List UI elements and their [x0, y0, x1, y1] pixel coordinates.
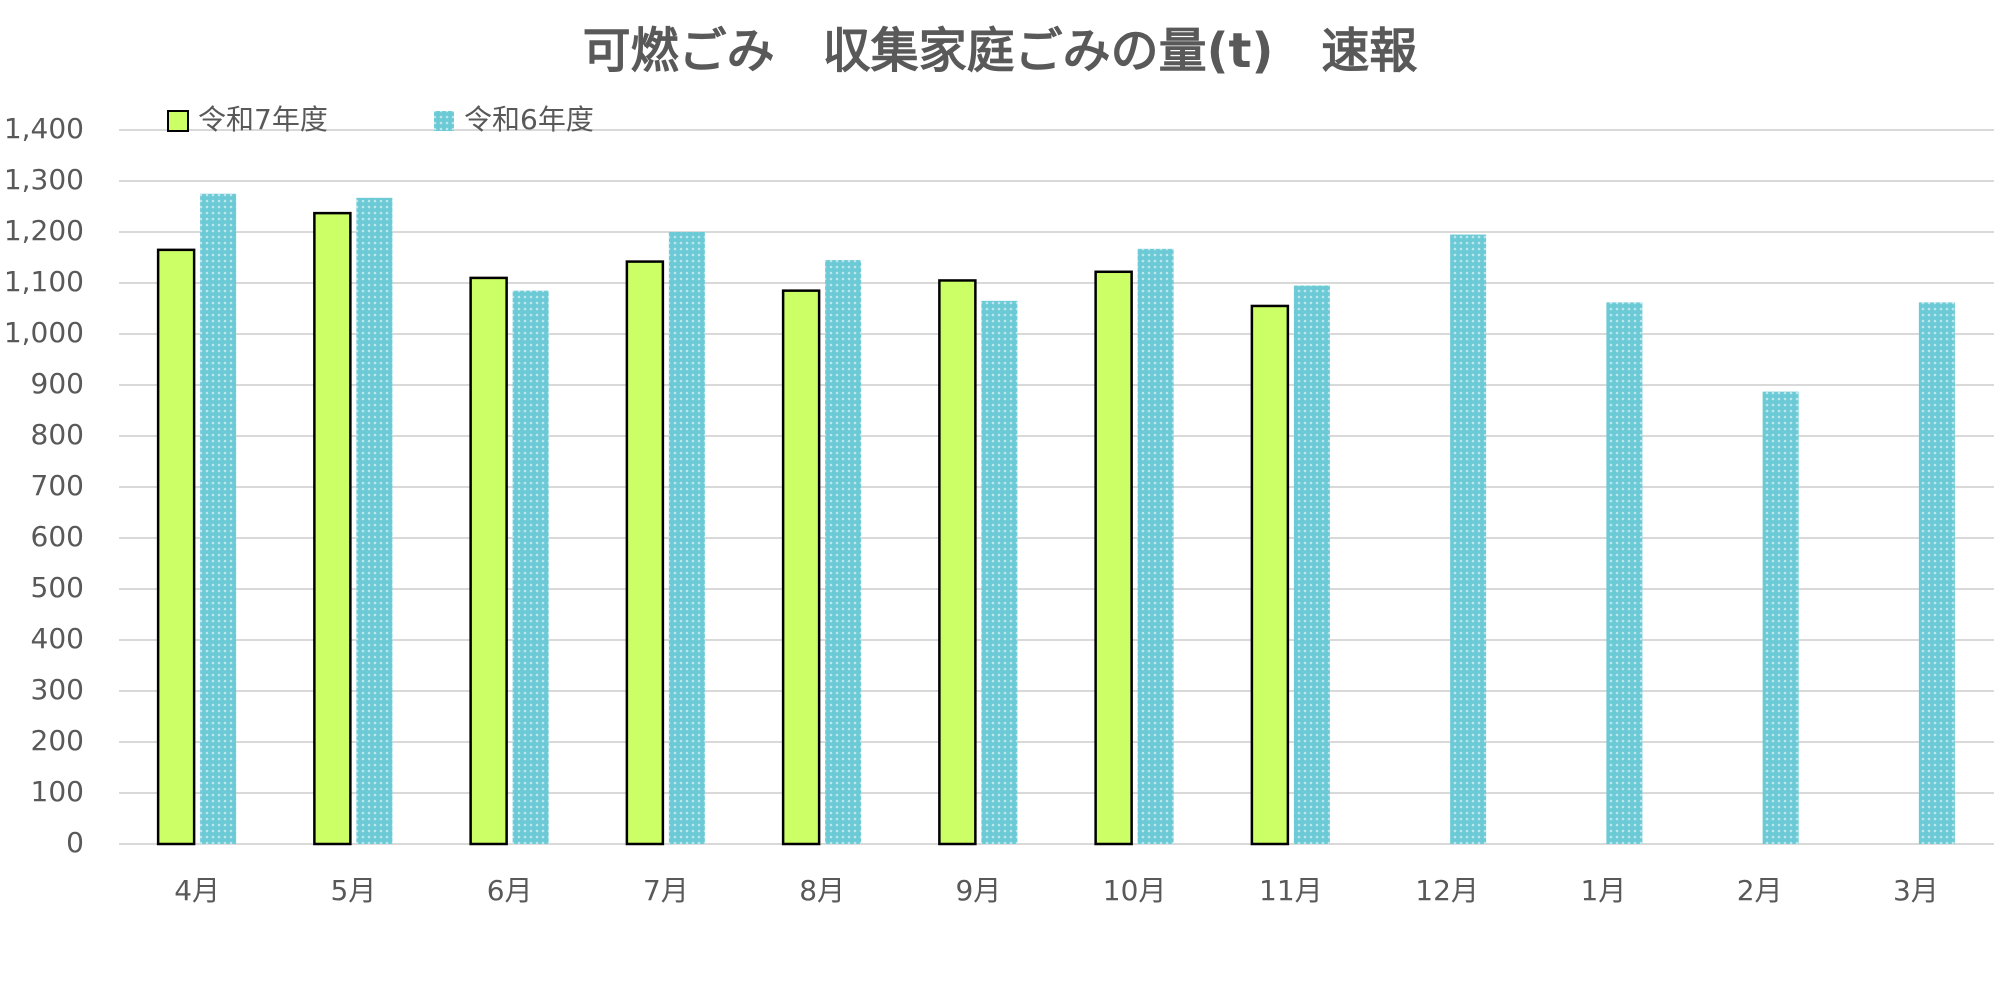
y-tick-label: 800	[31, 418, 84, 451]
y-tick-label: 900	[31, 367, 84, 400]
y-tick-label: 500	[31, 571, 84, 604]
bar-texture	[1762, 391, 1799, 844]
bar-texture	[1137, 248, 1174, 844]
bar-texture	[1293, 285, 1330, 844]
bar-texture	[1450, 234, 1487, 845]
bar-texture	[1918, 302, 1955, 844]
y-tick-label: 300	[31, 673, 84, 706]
bar	[1094, 270, 1133, 846]
bar	[625, 260, 665, 846]
bar-texture	[668, 232, 705, 844]
bar	[313, 211, 352, 846]
bar-texture	[981, 300, 1018, 845]
bar-texture	[200, 193, 237, 844]
x-tick-label: 3月	[1893, 874, 1939, 907]
x-tick-label: 8月	[799, 874, 845, 907]
x-tick-label: 11月	[1259, 874, 1323, 907]
x-tick-label: 9月	[955, 874, 1001, 907]
x-tick-label: 5月	[330, 874, 376, 907]
bar	[1250, 304, 1290, 846]
legend-swatch	[167, 110, 189, 132]
chart-title: 可燃ごみ 収集家庭ごみの量(t) 速報	[583, 23, 1418, 79]
legend-label: 令和6年度	[464, 103, 594, 136]
x-tick-label: 4月	[174, 874, 220, 907]
y-tick-label: 0	[66, 826, 84, 859]
x-tick-label: 1月	[1580, 874, 1626, 907]
x-tick-label: 6月	[487, 874, 533, 907]
x-tick-label: 2月	[1737, 874, 1783, 907]
y-tick-label: 1,100	[4, 265, 84, 298]
bar	[156, 248, 196, 846]
y-tick-label: 600	[31, 520, 84, 553]
bar-texture	[356, 197, 393, 844]
y-tick-label: 1,000	[4, 316, 84, 349]
y-tick-label: 1,200	[4, 214, 84, 247]
y-tick-label: 1,400	[4, 112, 84, 145]
bar-texture	[825, 260, 862, 844]
x-tick-label: 7月	[643, 874, 689, 907]
legend-swatch-texture	[434, 111, 454, 131]
y-tick-label: 1,300	[4, 163, 84, 196]
bar	[938, 279, 977, 846]
x-tick-label: 10月	[1103, 874, 1167, 907]
bar-texture	[1606, 302, 1643, 844]
y-tick-label: 200	[31, 724, 84, 757]
bar	[781, 289, 821, 846]
legend-label: 令和7年度	[198, 103, 328, 136]
bar	[469, 276, 508, 846]
y-tick-label: 700	[31, 469, 84, 502]
x-tick-label: 12月	[1415, 874, 1479, 907]
y-tick-label: 400	[31, 622, 84, 655]
bar-texture	[512, 290, 549, 844]
y-tick-label: 100	[31, 775, 84, 808]
